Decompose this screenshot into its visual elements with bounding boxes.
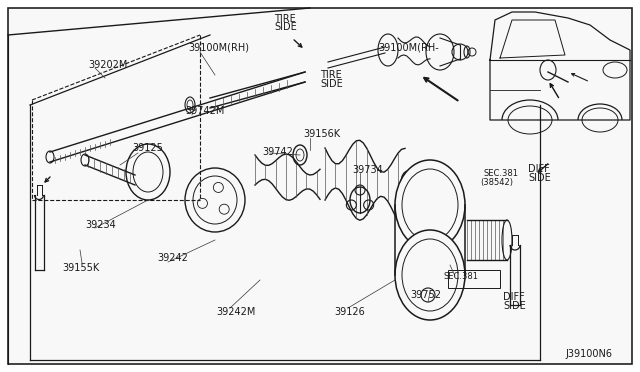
Bar (448, 270, 500, 288)
Text: SIDE: SIDE (503, 301, 525, 311)
Text: 39202M: 39202M (88, 60, 127, 70)
Text: 39752: 39752 (410, 290, 441, 300)
Text: 39742: 39742 (262, 147, 293, 157)
Text: SEC.381: SEC.381 (443, 272, 478, 281)
Text: 39100M(RH-: 39100M(RH- (378, 42, 439, 52)
Text: 39125: 39125 (132, 143, 163, 153)
Text: SIDE: SIDE (274, 22, 297, 32)
Text: DIFF: DIFF (528, 164, 550, 174)
Text: 39742M: 39742M (185, 106, 225, 116)
Text: 39242: 39242 (157, 253, 188, 263)
Text: 39242M: 39242M (216, 307, 255, 317)
Text: J39100N6: J39100N6 (565, 349, 612, 359)
Text: 39155K: 39155K (62, 263, 99, 273)
Text: SIDE: SIDE (320, 79, 343, 89)
Text: SIDE: SIDE (528, 173, 551, 183)
Text: 39156K: 39156K (303, 129, 340, 139)
Text: DIFF: DIFF (503, 292, 525, 302)
Text: 39100M(RH): 39100M(RH) (188, 42, 249, 52)
Ellipse shape (395, 160, 465, 250)
Text: TIRE: TIRE (274, 14, 296, 24)
Text: 39734: 39734 (352, 165, 383, 175)
Text: 39126: 39126 (334, 307, 365, 317)
Text: TIRE: TIRE (320, 70, 342, 80)
Text: 39234: 39234 (85, 220, 116, 230)
Text: SEC.381: SEC.381 (483, 169, 518, 178)
Ellipse shape (395, 230, 465, 320)
Text: (38542): (38542) (480, 178, 513, 187)
